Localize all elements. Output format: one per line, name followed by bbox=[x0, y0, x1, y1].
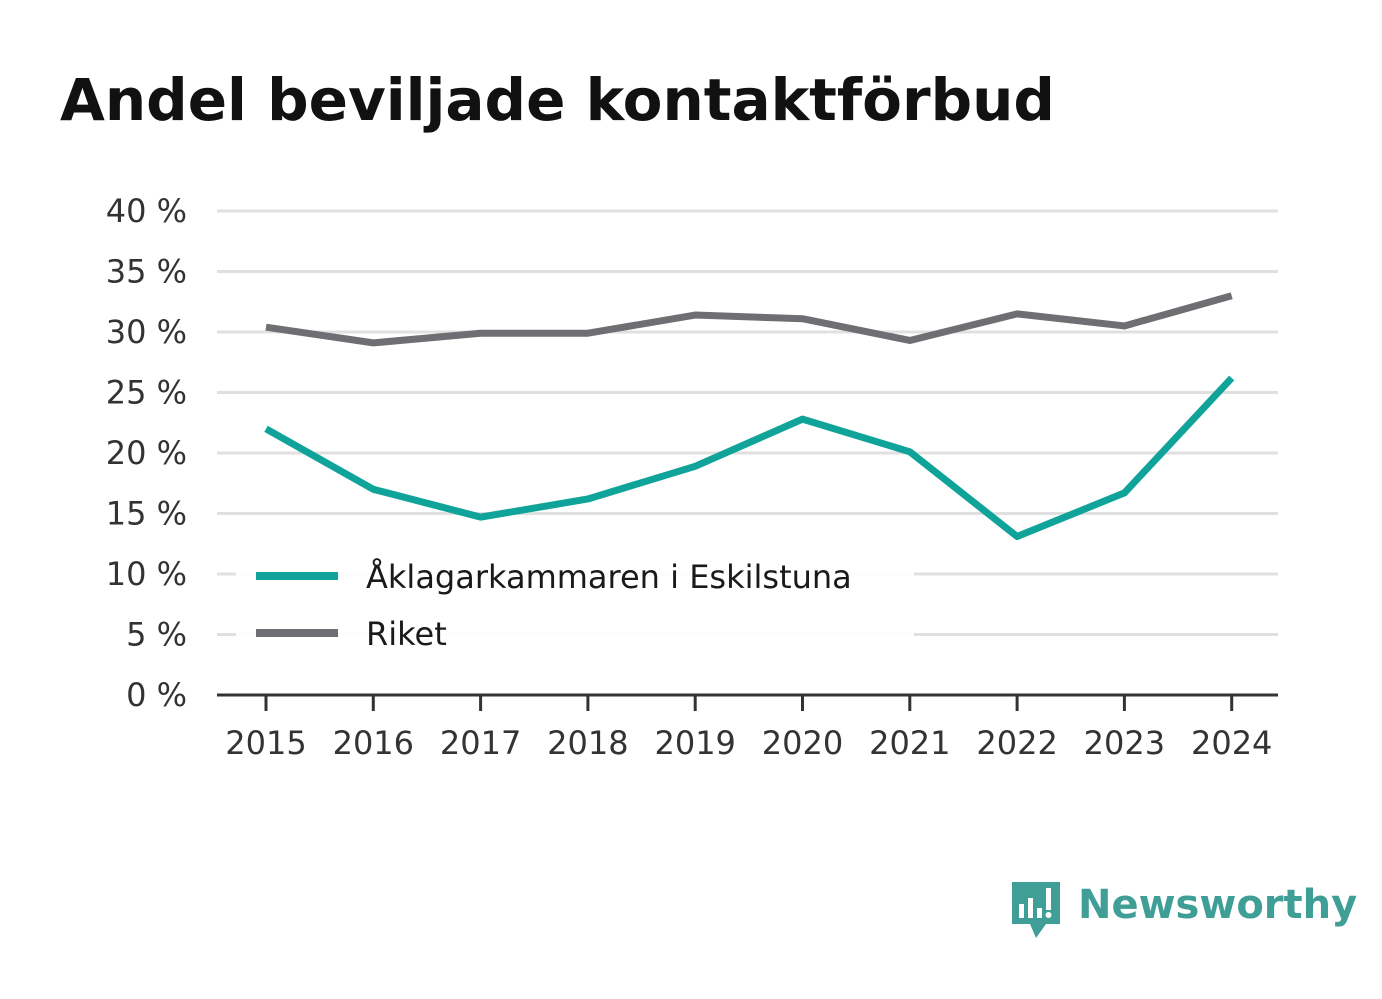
chart-title: Andel beviljade kontaktförbud bbox=[60, 66, 1055, 134]
x-tick-label: 2016 bbox=[333, 724, 414, 762]
legend-background bbox=[236, 546, 914, 666]
y-tick-label: 20 % bbox=[106, 434, 187, 472]
x-tick-label: 2023 bbox=[1084, 724, 1165, 762]
x-tick-label: 2020 bbox=[762, 724, 843, 762]
newsworthy-logo: Newsworthy bbox=[1012, 882, 1357, 938]
x-tick-label: 2024 bbox=[1191, 724, 1272, 762]
y-axis: 0 % 5 % 10 % 15 % 20 % 25 % 30 % 35 % 40 % bbox=[106, 192, 187, 714]
x-axis: 2015 2016 2017 2018 2019 2020 2021 2022 2023 2024 bbox=[225, 695, 1272, 762]
x-tick-label: 2021 bbox=[869, 724, 950, 762]
x-tick-label: 2018 bbox=[547, 724, 628, 762]
y-tick-label: 40 % bbox=[106, 192, 187, 230]
legend: Åklagarkammaren i Eskilstuna Riket bbox=[236, 546, 914, 666]
x-tick-label: 2019 bbox=[654, 724, 735, 762]
y-tick-label: 10 % bbox=[106, 555, 187, 593]
series-line-riket bbox=[265, 292, 1233, 347]
series-line-eskilstuna bbox=[264, 375, 1235, 540]
x-tick-label: 2015 bbox=[225, 724, 306, 762]
x-tick-label: 2022 bbox=[976, 724, 1057, 762]
newsworthy-logo-icon bbox=[1012, 882, 1060, 938]
legend-label-riket: Riket bbox=[366, 615, 447, 653]
series bbox=[264, 292, 1235, 540]
y-tick-label: 25 % bbox=[106, 374, 187, 412]
y-tick-label: 15 % bbox=[106, 495, 187, 533]
y-tick-label: 0 % bbox=[126, 676, 187, 714]
y-tick-label: 35 % bbox=[106, 253, 187, 291]
x-tick-label: 2017 bbox=[440, 724, 521, 762]
y-tick-label: 5 % bbox=[126, 616, 187, 654]
legend-label-eskilstuna: Åklagarkammaren i Eskilstuna bbox=[366, 558, 852, 596]
y-tick-label: 30 % bbox=[106, 313, 187, 351]
newsworthy-wordmark: Newsworthy bbox=[1078, 882, 1357, 928]
